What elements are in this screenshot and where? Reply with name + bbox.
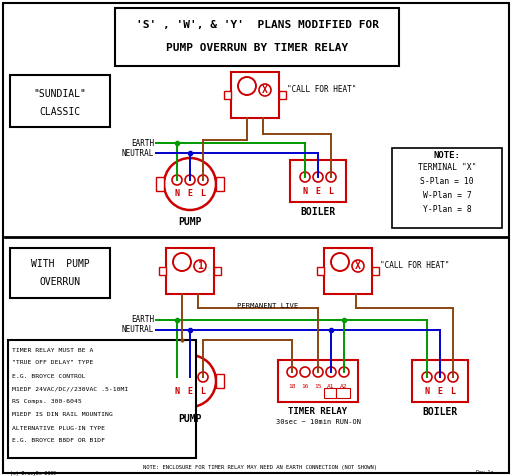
Text: ALTERNATIVE PLUG-IN TYPE: ALTERNATIVE PLUG-IN TYPE bbox=[12, 426, 105, 430]
Bar bbox=[317, 267, 324, 275]
Text: L: L bbox=[451, 387, 456, 396]
Text: "SUNDIAL": "SUNDIAL" bbox=[34, 89, 87, 99]
Bar bbox=[8, 340, 196, 458]
Text: WITH  PUMP: WITH PUMP bbox=[31, 259, 90, 269]
Text: N: N bbox=[424, 387, 430, 396]
Text: 18: 18 bbox=[288, 384, 296, 388]
Text: NOTE: ENCLOSURE FOR TIMER RELAY MAY NEED AN EARTH CONNECTION (NOT SHOWN): NOTE: ENCLOSURE FOR TIMER RELAY MAY NEED… bbox=[143, 466, 377, 470]
Text: X: X bbox=[355, 261, 361, 271]
Text: NEUTRAL: NEUTRAL bbox=[122, 149, 154, 158]
Text: PUMP: PUMP bbox=[178, 414, 202, 424]
Text: W-Plan = 7: W-Plan = 7 bbox=[422, 191, 472, 200]
Text: RS Comps. 300-6045: RS Comps. 300-6045 bbox=[12, 399, 82, 405]
Text: N: N bbox=[175, 189, 180, 198]
Text: 30sec ~ 10min RUN-ON: 30sec ~ 10min RUN-ON bbox=[275, 419, 360, 425]
Bar bbox=[324, 388, 336, 398]
Text: N: N bbox=[303, 187, 308, 196]
Text: Y-Plan = 8: Y-Plan = 8 bbox=[422, 206, 472, 215]
Text: 16: 16 bbox=[301, 384, 309, 388]
Bar bbox=[336, 388, 350, 398]
Text: A1: A1 bbox=[327, 384, 335, 388]
Bar bbox=[115, 8, 399, 66]
Text: L: L bbox=[329, 187, 333, 196]
Bar bbox=[279, 91, 286, 99]
Text: E: E bbox=[437, 387, 442, 396]
Bar bbox=[392, 148, 502, 228]
Text: E: E bbox=[187, 387, 193, 396]
Bar bbox=[372, 267, 379, 275]
Text: M1EDF IS DIN RAIL MOUNTING: M1EDF IS DIN RAIL MOUNTING bbox=[12, 413, 113, 417]
Text: BOILER: BOILER bbox=[422, 407, 458, 417]
Text: PUMP OVERRUN BY TIMER RELAY: PUMP OVERRUN BY TIMER RELAY bbox=[166, 43, 348, 53]
Text: L: L bbox=[201, 189, 205, 198]
Bar bbox=[412, 360, 468, 402]
Text: "TRUE OFF DELAY" TYPE: "TRUE OFF DELAY" TYPE bbox=[12, 360, 93, 366]
Bar bbox=[156, 177, 164, 191]
Bar bbox=[324, 248, 372, 294]
Bar bbox=[278, 360, 358, 402]
Text: X: X bbox=[262, 85, 268, 95]
Bar bbox=[216, 177, 224, 191]
Text: BOILER: BOILER bbox=[301, 207, 336, 217]
Bar bbox=[214, 267, 221, 275]
Bar bbox=[159, 267, 166, 275]
Text: E: E bbox=[187, 189, 193, 198]
Bar bbox=[290, 160, 346, 202]
Text: E.G. BROYCE CONTROL: E.G. BROYCE CONTROL bbox=[12, 374, 86, 378]
Bar bbox=[216, 374, 224, 388]
Text: TERMINAL "X": TERMINAL "X" bbox=[418, 163, 476, 172]
Text: S-Plan = 10: S-Plan = 10 bbox=[420, 178, 474, 187]
Text: "CALL FOR HEAT": "CALL FOR HEAT" bbox=[380, 261, 450, 270]
Text: (c) BrucyDc 2009: (c) BrucyDc 2009 bbox=[10, 470, 56, 476]
Text: E: E bbox=[315, 187, 321, 196]
Text: Rev 1a: Rev 1a bbox=[476, 470, 493, 476]
Bar bbox=[166, 248, 214, 294]
Text: NEUTRAL: NEUTRAL bbox=[122, 326, 154, 335]
Text: M1EDF 24VAC/DC//230VAC .5-10MI: M1EDF 24VAC/DC//230VAC .5-10MI bbox=[12, 387, 128, 391]
Text: EARTH: EARTH bbox=[131, 316, 154, 325]
Text: TIMER RELAY: TIMER RELAY bbox=[288, 407, 348, 416]
Text: EARTH: EARTH bbox=[131, 139, 154, 148]
Bar bbox=[224, 91, 231, 99]
Text: A2: A2 bbox=[340, 384, 348, 388]
Text: N: N bbox=[175, 387, 180, 396]
Bar bbox=[10, 75, 110, 127]
Bar bbox=[10, 248, 110, 298]
Text: E.G. BROYCE B8DF OR B1DF: E.G. BROYCE B8DF OR B1DF bbox=[12, 438, 105, 444]
Text: PUMP: PUMP bbox=[178, 217, 202, 227]
Text: L: L bbox=[201, 387, 205, 396]
Text: PERMANENT LIVE: PERMANENT LIVE bbox=[238, 303, 298, 309]
Text: 'S' , 'W', & 'Y'  PLANS MODIFIED FOR: 'S' , 'W', & 'Y' PLANS MODIFIED FOR bbox=[136, 20, 378, 30]
Text: TIMER RELAY MUST BE A: TIMER RELAY MUST BE A bbox=[12, 347, 93, 353]
Bar bbox=[156, 374, 164, 388]
Text: CLASSIC: CLASSIC bbox=[39, 107, 80, 117]
Text: NOTE:: NOTE: bbox=[434, 151, 460, 160]
Text: 15: 15 bbox=[314, 384, 322, 388]
Text: 1: 1 bbox=[197, 261, 203, 271]
Text: OVERRUN: OVERRUN bbox=[39, 277, 80, 287]
Text: "CALL FOR HEAT": "CALL FOR HEAT" bbox=[287, 86, 356, 95]
Bar bbox=[231, 72, 279, 118]
